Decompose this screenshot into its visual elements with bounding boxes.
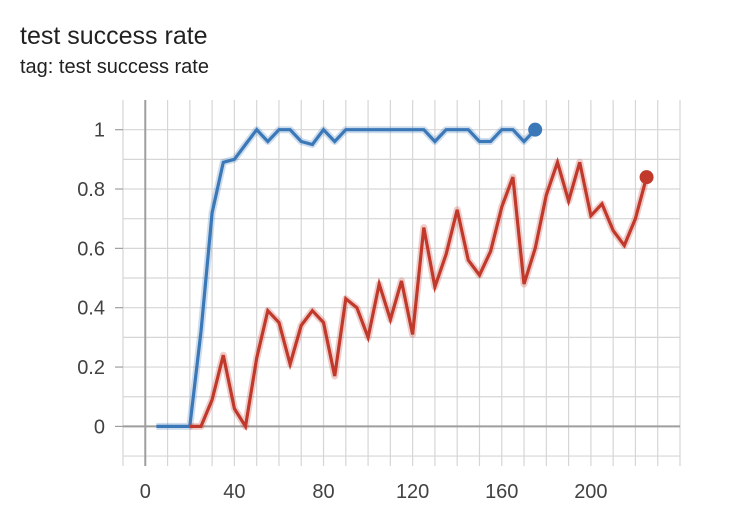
x-tick-label: 80 (312, 481, 334, 503)
tick-labels: 0 0.2 0.4 0.6 0.8 1 0 40 80 120 160 200 (77, 120, 607, 503)
x-tick-label: 0 (140, 481, 151, 503)
y-tick-label: 0 (94, 416, 105, 438)
x-tick-label: 120 (396, 481, 429, 503)
y-tick-label: 0.4 (77, 298, 105, 320)
y-tick-label: 0.2 (77, 357, 105, 379)
x-tick-label: 40 (223, 481, 245, 503)
series-endpoint-1 (639, 170, 654, 185)
series-lines (156, 122, 654, 431)
chart-tag-subtitle: tag: test success rate (20, 56, 209, 78)
y-tick-label: 1 (94, 120, 105, 142)
series-line-0 (156, 127, 537, 428)
x-tick-label: 200 (574, 481, 607, 503)
y-tick-label: 0.8 (77, 179, 105, 201)
series-endpoint-0 (528, 122, 543, 137)
axes (123, 100, 680, 466)
y-tick-label: 0.6 (77, 238, 105, 260)
series-line-1 (189, 156, 649, 431)
chart-title: test success rate (20, 22, 208, 50)
grid (115, 100, 681, 466)
x-tick-label: 160 (485, 481, 518, 503)
